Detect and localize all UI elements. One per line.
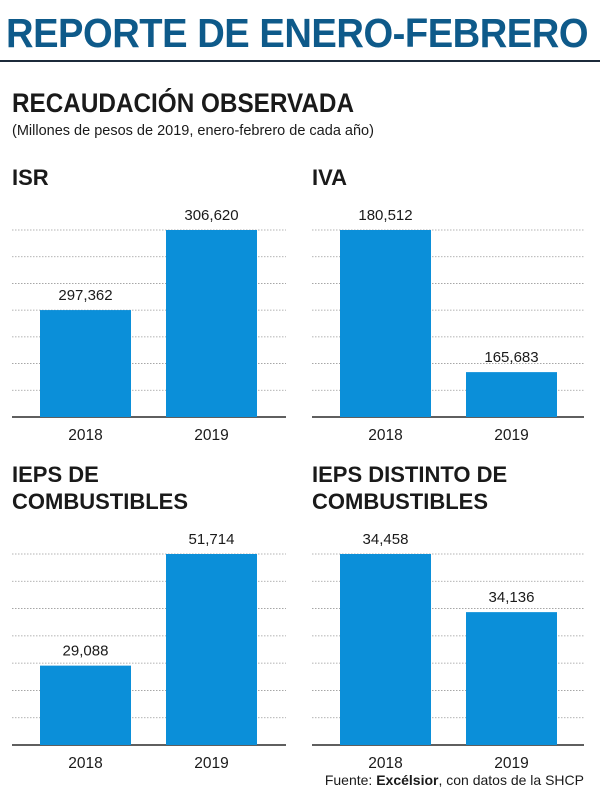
source-publication: Excélsior [376, 772, 439, 788]
bar [340, 230, 431, 417]
category-label: 2019 [194, 755, 228, 772]
bar [466, 612, 557, 745]
category-label: 2018 [68, 427, 102, 444]
category-label: 2019 [194, 427, 228, 444]
data-label: 34,458 [363, 531, 409, 548]
bar [340, 554, 431, 745]
banner-title: REPORTE DE ENERO-FEBRERO [6, 10, 589, 56]
data-label: 51,714 [189, 531, 235, 548]
data-label: 180,512 [358, 207, 412, 224]
chart-title-line: IEPS DE [12, 462, 99, 487]
subtitle: (Millones de pesos de 2019, enero-febrer… [12, 123, 374, 139]
data-label: 297,362 [58, 287, 112, 304]
category-label: 2018 [368, 427, 402, 444]
data-label: 29,088 [63, 643, 109, 660]
chart-title-line: COMBUSTIBLES [12, 489, 188, 514]
category-label: 2018 [368, 755, 402, 772]
source-note: Fuente: Excélsior, con datos de la SHCP [325, 772, 584, 788]
chart-title-line: COMBUSTIBLES [312, 489, 488, 514]
data-label: 165,683 [484, 349, 538, 366]
chart-title-line: IVA [312, 165, 347, 190]
category-label: 2019 [494, 755, 528, 772]
source-suffix: , con datos de la SHCP [438, 772, 584, 788]
chart-title-line: ISR [12, 165, 49, 190]
chart-panel-2: IVA 180,512 2018 165,683 2019 [312, 165, 584, 444]
category-label: 2018 [68, 755, 102, 772]
bar [166, 554, 257, 745]
bar [40, 310, 131, 417]
bar [166, 230, 257, 417]
banner: REPORTE DE ENERO-FEBRERO [0, 8, 600, 62]
chart-panel-1: ISR 297,362 2018 306,620 2019 [12, 165, 286, 444]
chart-title-line: IEPS DISTINTO DE [312, 462, 507, 487]
category-label: 2019 [494, 427, 528, 444]
bar [40, 665, 131, 745]
bar [466, 372, 557, 417]
data-label: 306,620 [184, 207, 238, 224]
section-title: RECAUDACIÓN OBSERVADA [12, 88, 355, 118]
data-label: 34,136 [489, 589, 535, 606]
source-prefix: Fuente: [324, 772, 377, 788]
